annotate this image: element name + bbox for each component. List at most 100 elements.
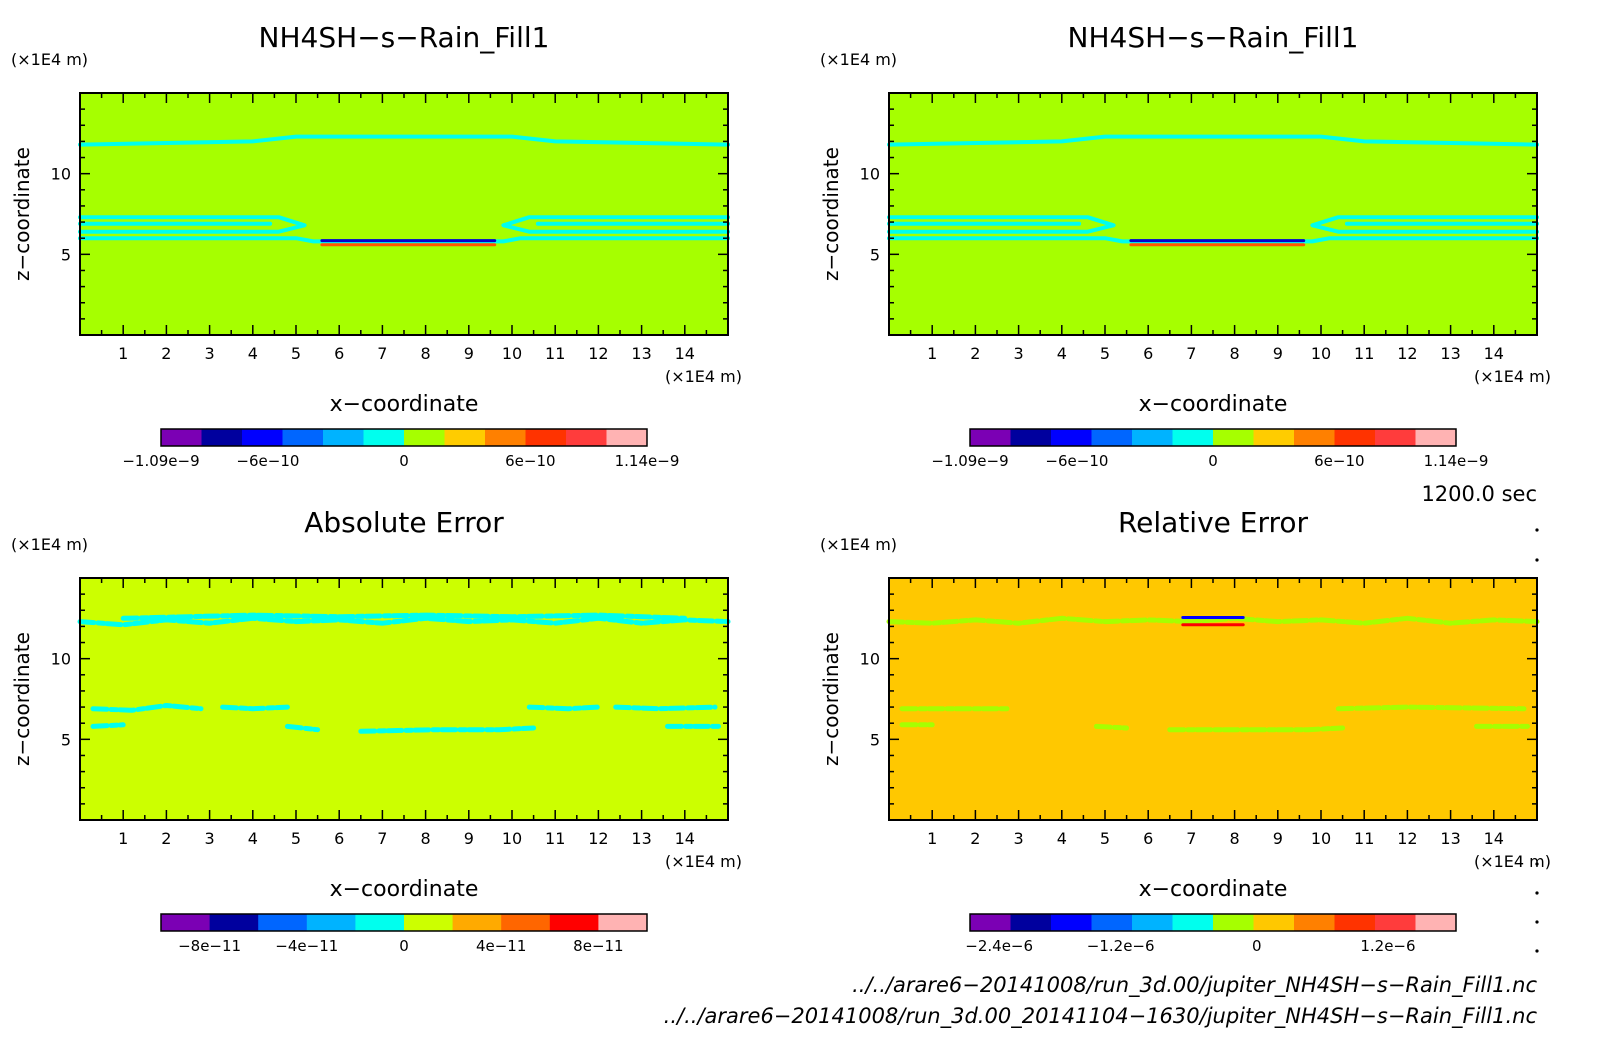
- x-tick-label: 7: [1186, 344, 1196, 363]
- z-tick-label: 10: [860, 165, 880, 184]
- colorbar-tick-label: −1.09e−9: [931, 452, 1008, 470]
- x-tick-label: 12: [588, 829, 608, 848]
- colorbar-frame: [160, 913, 648, 932]
- colorbar-swatch: [1010, 429, 1052, 446]
- x-tick-label: 9: [1273, 829, 1283, 848]
- colorbar-tick-label: 1.2e−6: [1360, 937, 1415, 955]
- x-tick-label: 1: [118, 344, 128, 363]
- x-tick-label: 4: [1057, 829, 1067, 848]
- contour-noise-8: [284, 723, 321, 733]
- contour-noise-6: [613, 704, 718, 712]
- colorbar-swatch: [306, 914, 356, 931]
- colorbar-swatch: [201, 429, 243, 446]
- x-tick-label: 1: [927, 344, 937, 363]
- colorbar-swatch: [1172, 429, 1214, 446]
- colorbar-tick-label: 0: [1252, 937, 1262, 955]
- colorbar-swatch: [1415, 914, 1457, 931]
- contour-band-2: [887, 215, 1116, 234]
- x-tick-label: 5: [1100, 344, 1110, 363]
- colorbar-swatch: [323, 429, 364, 446]
- colorbar-swatch: [970, 429, 1011, 446]
- colorbar-tick-label: 0: [399, 937, 409, 955]
- colorbar-swatch: [1294, 914, 1335, 931]
- colorbar-tick-label: −1.09e−9: [122, 452, 199, 470]
- x-tick-label: 2: [970, 829, 980, 848]
- contour-noise-2: [120, 612, 688, 621]
- colorbar-tick-label: −8e−11: [178, 937, 241, 955]
- x-tick-label: 8: [1230, 829, 1240, 848]
- x-unit-label: (×1E4 m): [1474, 852, 1551, 871]
- contour-noise-3: [90, 703, 204, 713]
- contour-band-1: [78, 134, 730, 147]
- panel-title: Absolute Error: [304, 506, 504, 539]
- colorbar-swatch: [606, 429, 648, 446]
- x-unit-label: (×1E4 m): [665, 367, 742, 386]
- colorbar-tick-label: 0: [399, 452, 409, 470]
- colorbar-swatch: [404, 914, 454, 931]
- colorbar-swatch: [161, 429, 202, 446]
- chart-panel-2: NH4SH−s−Rain_Fill1(×1E4 m)1 2 3 4 5 6 7 8 9 10 11 1…: [819, 21, 1551, 470]
- z-tick-label: 5: [870, 245, 880, 264]
- colorbar-swatch: [209, 914, 259, 931]
- x-tick-label: 13: [1440, 829, 1460, 848]
- chart-panel-3: Absolute Error(×1E4 m)1 2 3 4 5 6 7 8 9 10 11 12 13 1…: [10, 506, 742, 955]
- contour-noise-5: [1093, 723, 1130, 731]
- x-tick-label: 4: [1057, 344, 1067, 363]
- x-tick-label: 13: [1440, 344, 1460, 363]
- colorbar-swatch: [1132, 429, 1173, 446]
- z-tick-label: 5: [61, 245, 71, 264]
- x-tick-label: 14: [1484, 829, 1504, 848]
- colorbar-swatch: [1375, 914, 1416, 931]
- x-axis-label: x−coordinate: [330, 392, 479, 417]
- colorbar-swatch: [1132, 914, 1173, 931]
- x-tick-label: 11: [1354, 829, 1374, 848]
- colorbar-swatch: [355, 914, 405, 931]
- colorbar-swatch: [1375, 429, 1416, 446]
- colorbar-swatch: [1294, 429, 1335, 446]
- contour-band-2: [78, 215, 307, 234]
- colorbar-swatch: [1091, 914, 1133, 931]
- colorbar-tick-label: −2.4e−6: [965, 937, 1033, 955]
- x-tick-label: 5: [291, 344, 301, 363]
- x-tick-label: 2: [970, 344, 980, 363]
- field-background: [889, 578, 1537, 820]
- colorbar-swatch: [258, 914, 308, 931]
- z-tick-label: 10: [51, 650, 71, 669]
- x-tick-label: 13: [631, 344, 651, 363]
- margin-dot: [1535, 949, 1539, 953]
- x-tick-label: 8: [1230, 344, 1240, 363]
- colorbar-tick-label: −1.2e−6: [1087, 937, 1155, 955]
- x-tick-label: 10: [1311, 829, 1331, 848]
- x-tick-label: 12: [1397, 344, 1417, 363]
- colorbar-swatch: [1091, 429, 1133, 446]
- x-tick-label: 9: [464, 344, 474, 363]
- x-tick-label: 9: [464, 829, 474, 848]
- colorbar-swatch: [1334, 914, 1376, 931]
- z-axis-label: z−coordinate: [819, 147, 843, 281]
- z-unit-label: (×1E4 m): [820, 535, 897, 554]
- z-axis-label: z−coordinate: [819, 632, 843, 766]
- colorbar-swatch: [404, 429, 445, 446]
- colorbar-swatch: [1213, 429, 1254, 446]
- x-tick-label: 2: [161, 344, 171, 363]
- margin-dot: [1535, 891, 1539, 895]
- x-tick-label: 14: [1484, 344, 1504, 363]
- x-tick-label: 3: [205, 344, 215, 363]
- colorbar-swatch: [598, 914, 648, 931]
- margin-dot: [1535, 558, 1539, 562]
- x-tick-label: 11: [1354, 344, 1374, 363]
- x-tick-label: 3: [205, 829, 215, 848]
- z-tick-label: 10: [860, 650, 880, 669]
- x-tick-label: 5: [1100, 829, 1110, 848]
- colorbar-frame: [160, 428, 648, 447]
- chart-panel-1: NH4SH−s−Rain_Fill1(×1E4 m)1 2 3 4 5 6 7 8 9 10 11 1…: [10, 21, 742, 470]
- x-tick-label: 11: [545, 829, 565, 848]
- z-tick-label: 5: [870, 730, 880, 749]
- contour-noise-9: [358, 725, 537, 734]
- colorbar-swatch: [1051, 429, 1092, 446]
- colorbar-swatch: [444, 429, 486, 446]
- x-tick-label: 10: [502, 829, 522, 848]
- colorbar-frame: [969, 913, 1457, 932]
- x-unit-label: (×1E4 m): [665, 852, 742, 871]
- x-tick-label: 7: [377, 344, 387, 363]
